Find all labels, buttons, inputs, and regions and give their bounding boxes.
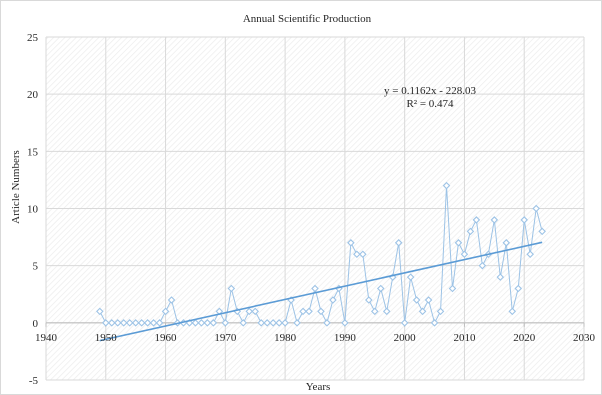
data-point: [305, 307, 313, 316]
data-point: [125, 319, 134, 327]
data-point: [341, 319, 349, 327]
data-point: [317, 307, 325, 316]
x-tick-label: 2000: [394, 332, 417, 344]
data-point: [347, 239, 355, 247]
y-tick-label: 5: [33, 261, 39, 273]
data-point: [400, 319, 409, 327]
data-point: [454, 239, 463, 247]
x-tick-label: 1960: [155, 332, 178, 344]
data-point: [359, 250, 367, 259]
y-tick-label: 15: [27, 146, 39, 158]
y-tick-label: 10: [27, 204, 39, 216]
data-point: [538, 227, 546, 236]
x-tick-label: 2020: [513, 332, 536, 344]
data-point: [532, 204, 540, 213]
data-point: [161, 307, 170, 316]
data-point: [370, 307, 379, 316]
data-point: [203, 319, 212, 327]
data-point: [197, 319, 206, 327]
data-point: [209, 319, 218, 327]
data-point: [520, 216, 529, 224]
x-tick-label: 1940: [35, 332, 58, 344]
data-point: [263, 319, 271, 327]
data-point: [466, 227, 475, 236]
data-point: [167, 296, 176, 304]
data-point: [382, 307, 391, 316]
x-tick-label: 1950: [95, 332, 118, 344]
x-axis-label: Years: [306, 381, 331, 393]
x-tick-label: 1980: [274, 332, 297, 344]
data-point: [96, 307, 104, 316]
data-point: [281, 319, 289, 327]
data-point: [119, 319, 128, 327]
data-point: [353, 250, 361, 259]
data-point: [275, 319, 283, 327]
y-tick-label: -5: [29, 375, 39, 387]
trendline-layer: [99, 241, 543, 342]
data-point: [448, 284, 457, 293]
data-point: [436, 307, 445, 316]
data-point: [442, 181, 451, 190]
data-point: [394, 239, 403, 247]
data-point: [496, 273, 505, 281]
r-squared-label: R² = 0.474: [406, 98, 454, 110]
data-point: [143, 319, 152, 327]
data-point: [418, 307, 427, 316]
data-point: [323, 319, 331, 327]
y-tick-label: 20: [27, 89, 39, 101]
data-point: [251, 307, 260, 316]
tick-labels: 1940 1950 1960 1970 1980 1990 2000 2010 2020 2030…: [27, 32, 596, 387]
data-point: [191, 319, 200, 327]
data-point: [227, 284, 236, 293]
data-point: [221, 319, 230, 327]
data-point: [113, 319, 122, 327]
trendline-equation: y = 0.1162x - 228.03: [384, 85, 476, 97]
data-point: [424, 296, 433, 304]
chart-title: Annual Scientific Production: [243, 13, 372, 25]
data-point: [245, 307, 254, 316]
data-point: [472, 216, 481, 224]
x-tick-label: 2010: [453, 332, 476, 344]
y-tick-label: 25: [27, 32, 39, 44]
data-point: [526, 250, 534, 259]
data-point: [269, 319, 277, 327]
data-point: [376, 284, 385, 293]
data-point: [508, 307, 517, 316]
x-tick-label: 1970: [214, 332, 237, 344]
data-point: [101, 319, 110, 327]
data-point: [430, 319, 439, 327]
y-tick-label: 0: [33, 318, 39, 330]
data-point: [460, 250, 469, 259]
data-point: [131, 319, 140, 327]
data-point: [257, 319, 265, 327]
data-point: [239, 319, 248, 327]
data-point: [149, 319, 158, 327]
data-point: [478, 261, 487, 270]
linear-trendline: [99, 241, 543, 342]
data-point: [502, 239, 511, 247]
data-point: [311, 284, 319, 293]
data-point: [155, 319, 164, 327]
data-point: [299, 307, 307, 316]
data-point: [412, 296, 421, 304]
data-point: [293, 319, 301, 327]
data-point: [107, 319, 116, 327]
y-axis-label: Article Numbers: [10, 150, 22, 224]
x-tick-label: 2030: [573, 332, 596, 344]
data-point: [514, 284, 523, 293]
data-point: [406, 273, 415, 281]
x-tick-label: 1990: [334, 332, 357, 344]
data-point: [137, 319, 146, 327]
data-point: [490, 216, 499, 224]
data-point: [365, 296, 373, 304]
data-point: [329, 296, 337, 304]
